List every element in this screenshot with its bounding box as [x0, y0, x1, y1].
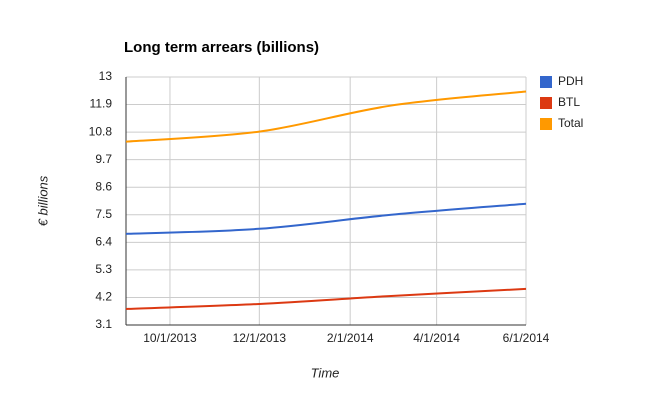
- legend-swatch: [540, 97, 552, 109]
- series-line: [125, 287, 527, 310]
- y-tick-label: 8.6: [95, 179, 112, 193]
- chart-title: Long term arrears (billions): [124, 39, 319, 56]
- x-tick-label: 6/1/2014: [503, 331, 550, 345]
- y-tick-label: 13: [99, 69, 113, 83]
- y-axis-title: € billions: [35, 175, 50, 226]
- legend-label: PDH: [558, 74, 583, 88]
- y-tick-label: 9.7: [95, 152, 112, 166]
- x-tick-label: 12/1/2013: [233, 331, 287, 345]
- legend-label: Total: [558, 116, 583, 130]
- x-tick-label: 4/1/2014: [413, 331, 460, 345]
- y-tick-label: 5.3: [95, 262, 112, 276]
- x-tick-label: 10/1/2013: [143, 331, 197, 345]
- legend-swatch: [540, 118, 552, 130]
- legend-label: BTL: [558, 95, 580, 109]
- y-tick-label: 7.5: [95, 207, 112, 221]
- x-axis-title: Time: [311, 365, 340, 380]
- y-tick-label: 11.9: [90, 97, 113, 111]
- y-tick-label: 10.8: [89, 124, 113, 138]
- series-line: [125, 202, 527, 235]
- legend-swatch: [540, 76, 552, 88]
- series-line: [125, 90, 527, 143]
- y-tick-label: 4.2: [95, 290, 112, 304]
- y-tick-label: 3.1: [95, 317, 112, 331]
- y-tick-label: 6.4: [95, 235, 112, 249]
- x-tick-label: 2/1/2014: [327, 331, 374, 345]
